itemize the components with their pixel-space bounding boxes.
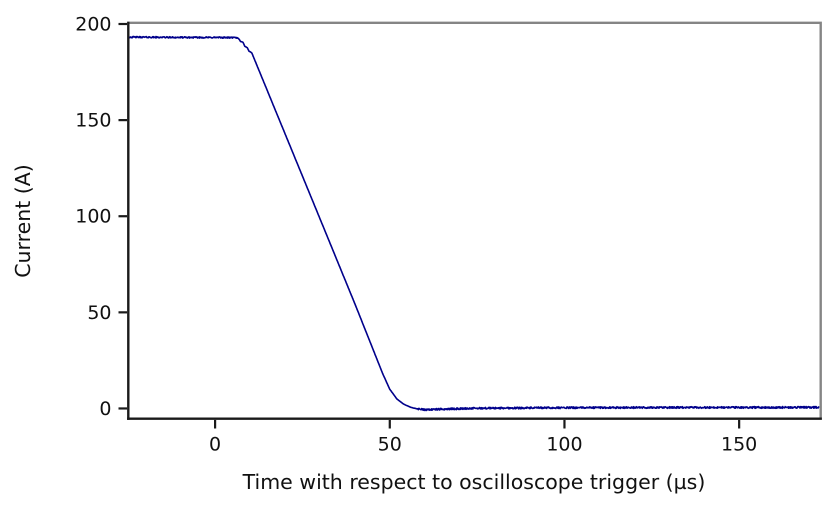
y-tick-label: 0: [99, 398, 111, 420]
x-tick-label: 50: [378, 434, 402, 456]
y-tick-label: 100: [75, 206, 111, 228]
x-axis-label: Time with respect to oscilloscope trigge…: [242, 470, 706, 494]
x-tick-label: 100: [546, 434, 582, 456]
series-group: [129, 35, 820, 412]
x-tick-label: 0: [209, 434, 221, 456]
axes-ticks: 0 50 100 150 0 50 100 150 200: [75, 14, 757, 456]
y-tick-label: 50: [87, 302, 111, 324]
axes-spines: [127, 21, 822, 420]
y-axis-label: Current (A): [11, 164, 35, 278]
coil-current-trace: [129, 35, 820, 412]
x-tick-label: 150: [721, 434, 757, 456]
y-tick-label: 200: [75, 14, 111, 36]
y-tick-label: 150: [75, 110, 111, 132]
